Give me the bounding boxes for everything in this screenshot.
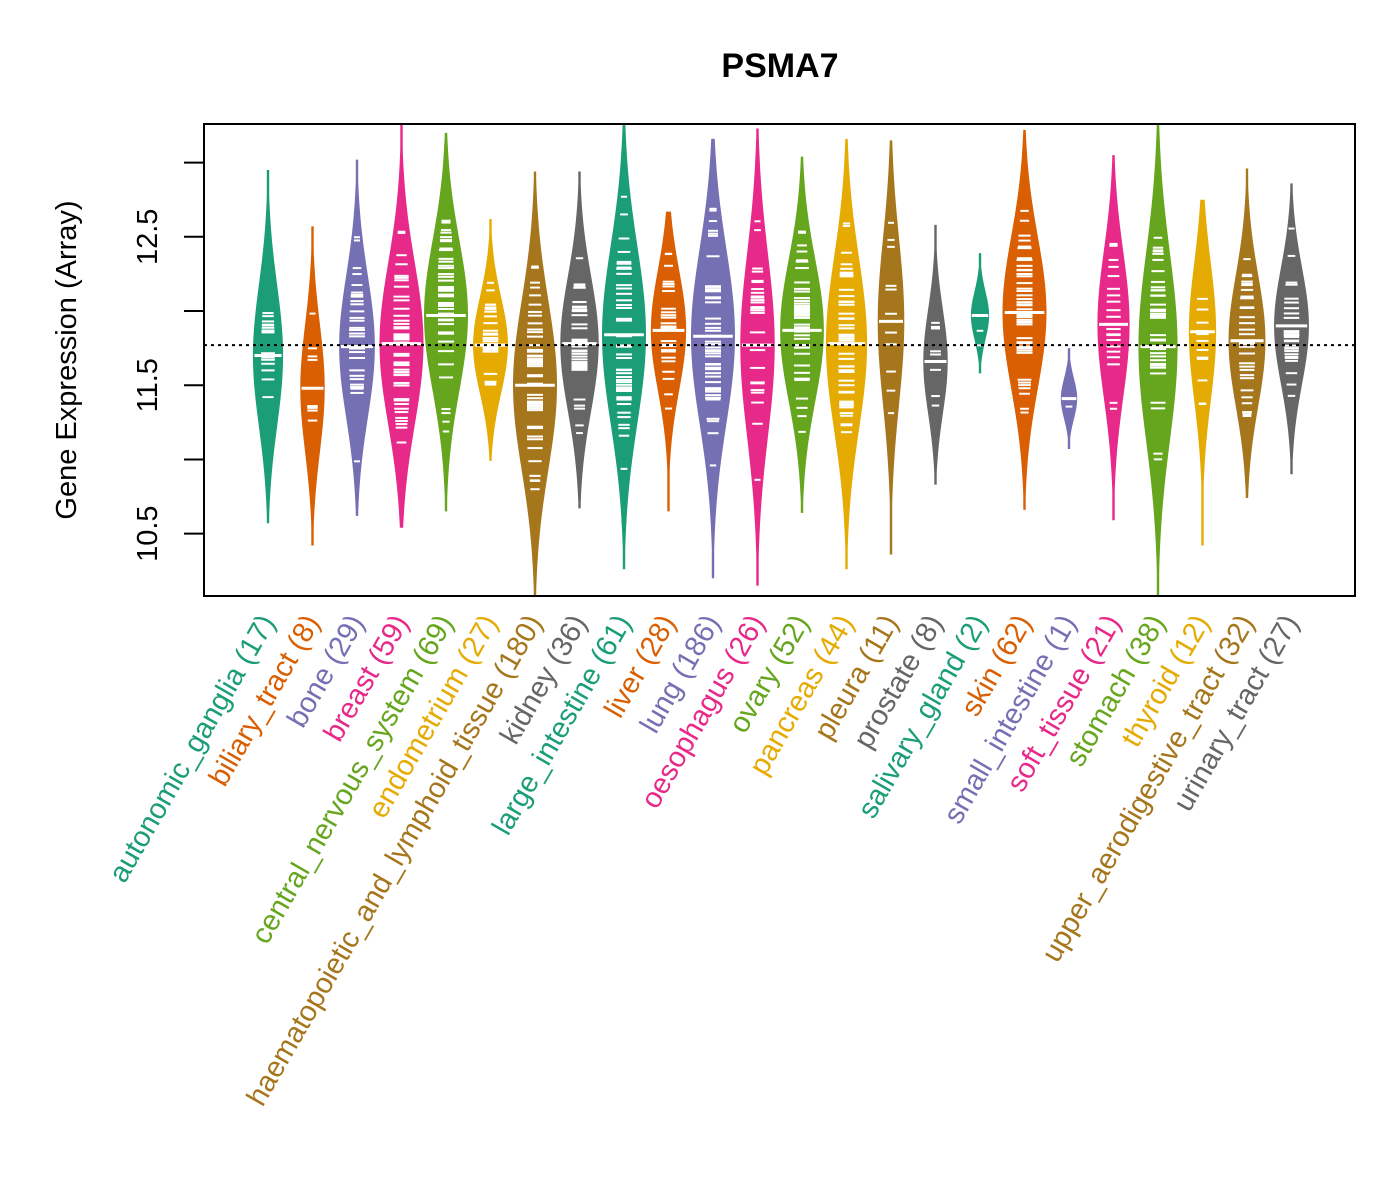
y-axis: 10.5 11.5 12.5 (132, 161, 204, 562)
violin-body (877, 140, 905, 555)
y-tick-label: 12.5 (132, 209, 164, 265)
violin-autonomic-ganglia (252, 170, 284, 524)
violin-ovary (780, 156, 824, 513)
violin-endometrium (473, 218, 508, 461)
violin-body (379, 124, 424, 528)
violin-oesophagus (740, 128, 775, 586)
violin-small-intestine (1060, 348, 1078, 450)
violin-body (339, 159, 375, 516)
y-tick-label: 11.5 (132, 358, 164, 412)
violin-body (252, 170, 284, 524)
violin-bone (339, 159, 375, 516)
plot-frame (203, 123, 1356, 597)
violin-large-intestine (602, 124, 646, 570)
violin-stomach (1138, 124, 1178, 596)
violin-pancreas (825, 138, 868, 570)
violin-body (424, 132, 468, 512)
violin-thyroid (1188, 199, 1217, 546)
violin-skin (1002, 129, 1047, 510)
violin-body (691, 138, 735, 579)
violin-salivary-gland (970, 253, 990, 374)
violin-liver (650, 211, 687, 512)
violin-urinary-tract (1274, 183, 1309, 475)
violin-soft-tissue (1097, 155, 1130, 521)
violins-group (252, 124, 1309, 596)
violin-body (1274, 183, 1309, 475)
violin-biliary-tract (300, 226, 325, 546)
violin-breast (379, 124, 424, 528)
violin-kidney (560, 171, 599, 509)
violin-upper-aerodigestive-tract (1228, 168, 1266, 499)
violin-body (740, 128, 775, 586)
violin-lung (691, 138, 735, 579)
chart-title: PSMA7 (721, 47, 838, 85)
violin-prostate (923, 224, 948, 485)
violin-haematopoietic-and-lymphoid-tissue (513, 171, 557, 596)
violin-body (970, 253, 990, 374)
y-axis-label: Gene Expression (Array) (51, 200, 83, 519)
violin-body (300, 226, 325, 546)
x-axis-labels: autonomic_ganglia (17)biliary_tract (8)b… (103, 610, 1306, 1112)
violin-central-nervous-system (424, 132, 468, 512)
violin-body (1097, 155, 1130, 521)
violin-pleura (877, 140, 905, 555)
y-tick-label: 10.5 (132, 505, 164, 561)
violin-body (1188, 199, 1217, 546)
